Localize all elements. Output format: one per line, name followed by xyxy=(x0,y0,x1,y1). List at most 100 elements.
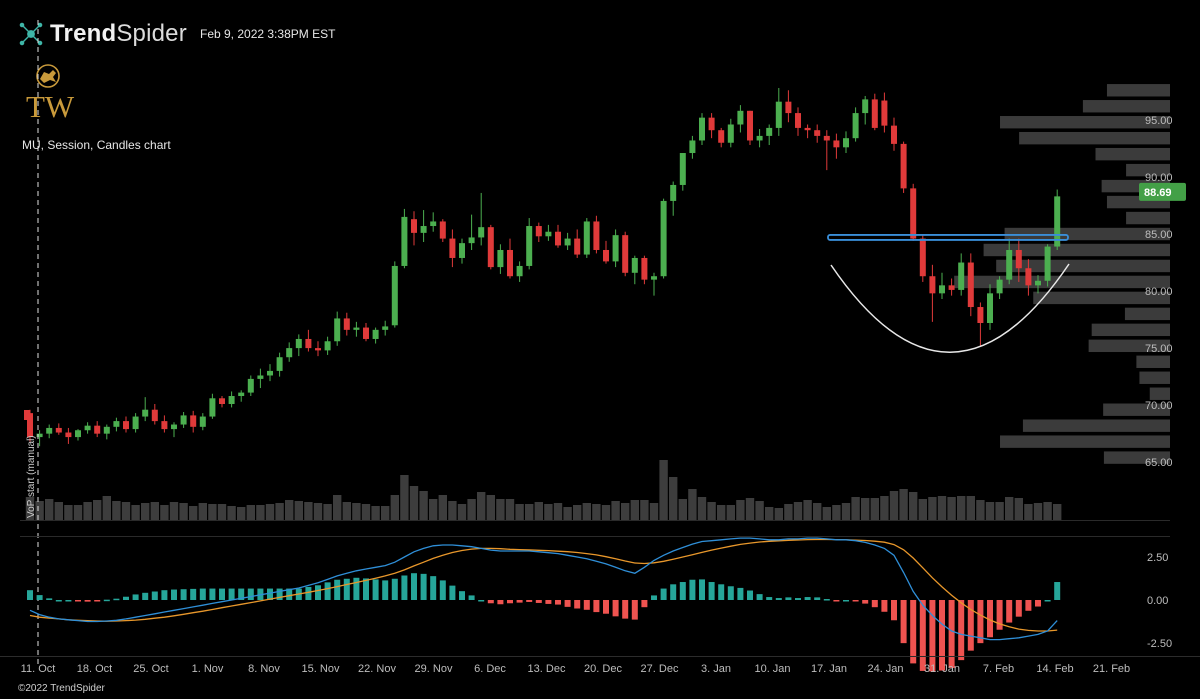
volume-bar xyxy=(515,504,524,520)
volume-bar xyxy=(227,506,236,520)
candle-body xyxy=(948,285,955,290)
volume-bar xyxy=(313,503,323,520)
candle-down xyxy=(871,93,878,131)
vop-start-label: VoP start (manual) xyxy=(26,435,37,518)
volume-bar xyxy=(285,500,294,520)
volume-bar xyxy=(544,504,553,520)
volume-bar xyxy=(813,503,822,520)
candle-up xyxy=(382,320,389,336)
price-tick-label: 65.00 xyxy=(1145,457,1173,469)
volume-bar xyxy=(35,501,44,520)
candle-down xyxy=(593,215,600,254)
macd-histogram-bar xyxy=(900,600,907,644)
candle-down xyxy=(343,312,350,336)
candle-body xyxy=(420,226,427,233)
last-price-tag-bg xyxy=(1139,182,1186,201)
volume-bar xyxy=(390,495,399,520)
cup-pattern-curve[interactable] xyxy=(830,263,1070,353)
candle-body xyxy=(958,262,965,290)
macd-histogram-bar xyxy=(612,600,619,617)
candle-body xyxy=(343,318,350,330)
candle-body xyxy=(727,124,734,143)
candle-body xyxy=(823,135,830,141)
candle-body xyxy=(689,140,696,154)
volume-bar xyxy=(73,505,83,520)
price-tick-label: 80.00 xyxy=(1145,286,1173,298)
candle-up xyxy=(478,192,485,246)
candle-body xyxy=(785,101,792,114)
volume-bar xyxy=(217,504,227,520)
volume-bar xyxy=(198,503,207,520)
volume-bar xyxy=(841,503,851,520)
volume-profile-bar xyxy=(1091,323,1170,337)
candle-body xyxy=(766,127,773,136)
candle-up xyxy=(276,352,283,377)
macd-histogram-bar xyxy=(910,600,917,664)
candle-body xyxy=(324,341,331,351)
candle-up xyxy=(209,393,216,419)
volume-profile-bar xyxy=(1033,291,1170,305)
macd-histogram-bar xyxy=(1054,582,1061,600)
candle-up xyxy=(247,375,254,397)
trendspider-brand: TrendSpider xyxy=(18,20,187,48)
candle-body xyxy=(843,138,849,148)
volume-bar xyxy=(112,501,121,520)
volume-bar xyxy=(861,498,870,520)
resistance-line[interactable] xyxy=(827,234,1069,241)
candle-body xyxy=(910,188,917,239)
volume-bar xyxy=(457,504,467,520)
volume-profile-bar xyxy=(1000,116,1170,129)
volume-bar xyxy=(640,500,649,520)
volume-bar xyxy=(870,498,879,520)
candle-down xyxy=(641,255,648,285)
candle-up xyxy=(180,411,187,428)
candle-body xyxy=(75,430,81,438)
macd-tick-label: 2.50 xyxy=(1147,552,1168,564)
candle-down xyxy=(507,238,513,279)
candle-up xyxy=(516,261,523,282)
volume-bar xyxy=(342,502,351,520)
candle-body xyxy=(987,293,993,323)
volume-bar xyxy=(83,502,92,520)
macd-histogram-bar xyxy=(113,598,120,601)
volume-profile-bar xyxy=(1103,451,1170,464)
candle-body xyxy=(660,200,667,277)
candle-body xyxy=(84,425,91,431)
candle-up xyxy=(372,327,379,344)
volume-bar xyxy=(419,491,428,520)
drawings[interactable]: VoP start (manual) xyxy=(24,20,1070,665)
macd-histogram-bar xyxy=(372,579,379,600)
volume-bar xyxy=(573,505,582,520)
macd-histogram-bar xyxy=(603,600,609,614)
macd-histogram-bar xyxy=(123,596,129,600)
macd-histogram-bar xyxy=(84,600,91,602)
volume-bar xyxy=(976,500,985,520)
candle-body xyxy=(295,338,302,349)
macd-histogram-bar xyxy=(881,600,888,612)
macd-histogram-bar xyxy=(631,600,638,620)
volume-bar xyxy=(1043,502,1052,520)
macd-histogram-bar xyxy=(478,600,485,602)
candle-up xyxy=(228,391,235,408)
candle-up xyxy=(238,390,245,402)
candle-body xyxy=(209,398,216,417)
volume-bar xyxy=(985,502,995,520)
brand-name-bold: Trend xyxy=(50,20,117,47)
candle-up xyxy=(843,131,849,154)
volume-bar xyxy=(275,503,284,520)
candle-up xyxy=(353,321,360,337)
candle-body xyxy=(190,415,197,427)
macd-histogram-bar xyxy=(132,594,139,600)
macd-histogram-bar xyxy=(535,600,542,603)
date-tick-label: 6. Dec xyxy=(474,663,506,675)
volume-bar xyxy=(54,502,63,520)
candle-down xyxy=(603,240,609,264)
candle-body xyxy=(334,318,341,342)
candle-down xyxy=(574,229,581,258)
volume-bar xyxy=(937,496,947,520)
candle-body xyxy=(564,238,571,246)
macd-histogram-bar xyxy=(871,600,878,608)
candle-down xyxy=(823,130,830,171)
volume-bar xyxy=(1053,504,1062,520)
